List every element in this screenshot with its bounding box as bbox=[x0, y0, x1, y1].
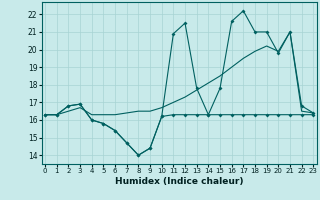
X-axis label: Humidex (Indice chaleur): Humidex (Indice chaleur) bbox=[115, 177, 244, 186]
